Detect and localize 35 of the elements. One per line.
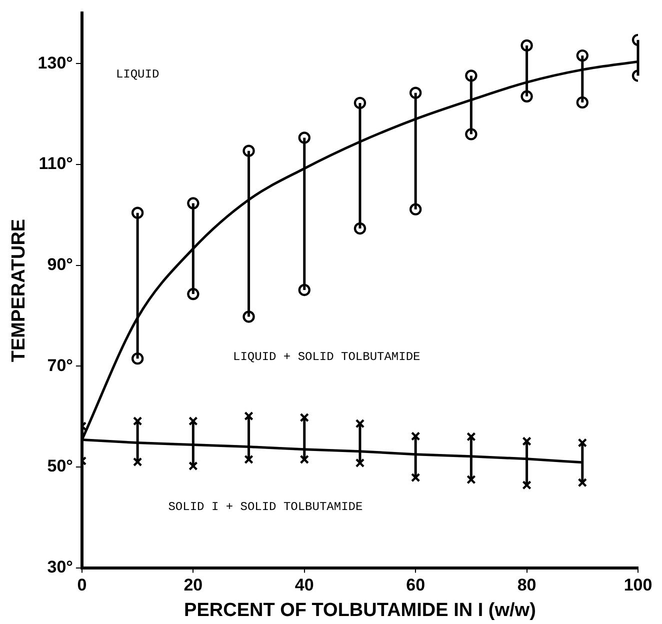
- point: [578, 478, 588, 488]
- x-tick-label: 0: [77, 576, 87, 595]
- point: [522, 480, 532, 490]
- point: [355, 458, 365, 468]
- annotation: SOLID I + SOLID TOLBUTAMIDE: [168, 500, 363, 514]
- point: [410, 472, 420, 482]
- x-tick-label: 60: [406, 576, 426, 595]
- point: [410, 432, 420, 441]
- y-tick-label: 70°: [47, 356, 74, 375]
- y-tick-label: 30°: [47, 557, 74, 576]
- point: [300, 412, 310, 422]
- annotation: LIQUID + SOLID TOLBUTAMIDE: [233, 350, 420, 364]
- point: [132, 457, 142, 467]
- point: [522, 436, 532, 446]
- x-tick-label: 100: [624, 576, 652, 595]
- point: [188, 461, 198, 471]
- y-tick-label: 90°: [47, 254, 74, 274]
- x-tick-label: 80: [517, 576, 536, 595]
- y-tick-label: 50°: [47, 456, 74, 476]
- point: [466, 432, 476, 442]
- x-tick-label: 20: [184, 576, 203, 595]
- point: [188, 416, 198, 426]
- y-axis-title: TEMPERATURE: [8, 218, 30, 362]
- point: [244, 454, 254, 464]
- point: [355, 418, 365, 428]
- point: [300, 454, 310, 464]
- y-tick-label: 130°: [38, 53, 74, 72]
- annotation: LIQUID: [116, 67, 160, 82]
- point: [466, 474, 476, 484]
- point: [132, 416, 142, 426]
- point: [578, 438, 588, 448]
- point: [244, 411, 254, 421]
- y-tick-label: 110°: [38, 154, 74, 174]
- x-tick-label: 40: [294, 576, 314, 595]
- x-axis-title: PERCENT OF TOLBUTAMIDE IN I (w/w): [184, 600, 536, 621]
